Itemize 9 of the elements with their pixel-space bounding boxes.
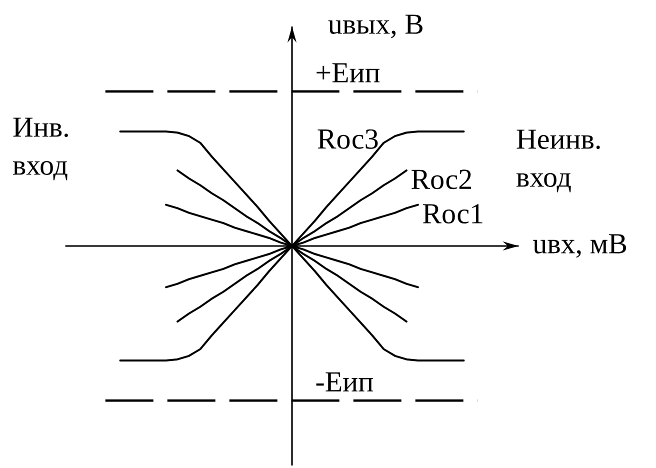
series-label: Rос2 xyxy=(412,170,472,190)
text: Неинв. вход xyxy=(516,130,600,192)
y-axis-title: uвых, В xyxy=(328,14,422,38)
ref-line-label: +Eип xyxy=(316,63,380,82)
text: Инв. вход xyxy=(12,118,68,180)
series-label: Rос3 xyxy=(318,129,378,149)
x-axis-title: uвх, мВ xyxy=(533,234,626,258)
series-label: Rос1 xyxy=(422,204,482,224)
ref-line-label: -Eип xyxy=(316,372,373,392)
